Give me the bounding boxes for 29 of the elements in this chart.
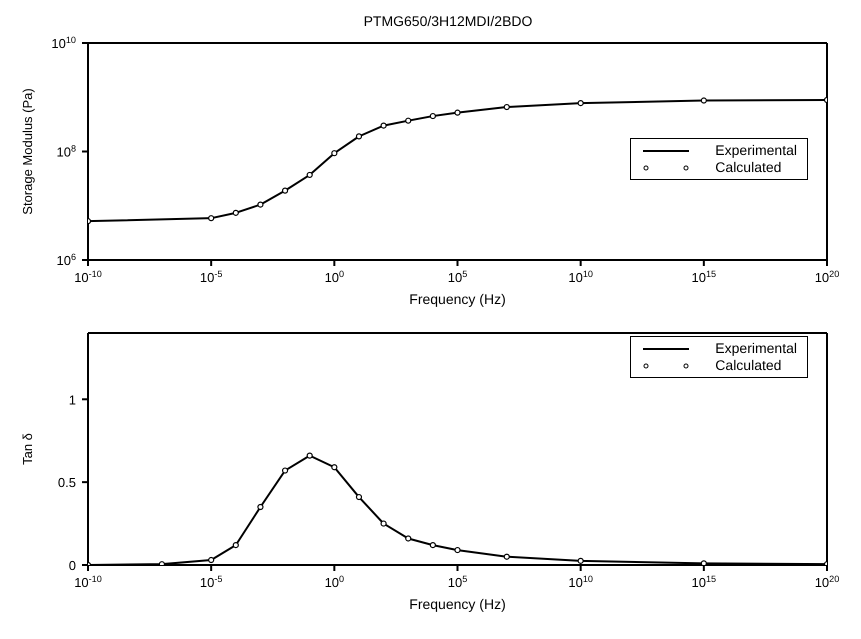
x-tick-label: 10$^{10}$	[568, 574, 593, 590]
y-tick-label: 1	[68, 392, 76, 408]
y-tick-label: 10$^{6}$	[56, 252, 76, 268]
x-tick-label: 10$^{20}$	[814, 269, 840, 285]
chart-title: PTMG650/3H12MDI/2BDO	[364, 13, 533, 29]
x-tick-label: 10$^{15}$	[692, 574, 716, 590]
legend-label: Calculated	[715, 357, 782, 374]
x-tick-label: 10$^{10}$	[568, 269, 593, 285]
x-tick-label: 10$^{-5}$	[200, 269, 222, 285]
legend-label: Calculated	[715, 159, 782, 176]
x-tick-label: 10$^{-10}$	[74, 574, 102, 590]
x-tick-label: 10$^{0}$	[324, 574, 344, 590]
y-tick-label: 0	[68, 558, 76, 573]
legend-label: Experimental	[715, 340, 797, 358]
y-tick-label: 10$^{8}$	[56, 144, 76, 160]
y-tick-label: 0.5	[58, 475, 76, 490]
x-tick-label: 10$^{5}$	[448, 269, 468, 285]
x-tick-label: 10$^{15}$	[692, 269, 716, 285]
y-tick-label: 10$^{10}$	[51, 35, 76, 51]
x-tick-label: 10$^{20}$	[814, 574, 840, 590]
x-tick-label: 10$^{-10}$	[74, 269, 102, 285]
legend-label: Experimental	[715, 142, 797, 160]
x-tick-label: 10$^{0}$	[324, 269, 344, 285]
x-tick-label: 10$^{-5}$	[200, 574, 222, 590]
y-axis-title: Storage Modulus (Pa)	[20, 88, 35, 215]
x-axis-title: Frequency (Hz)	[409, 291, 506, 307]
x-tick-label: 10$^{5}$	[448, 574, 468, 590]
x-axis-title: Frequency (Hz)	[409, 596, 506, 612]
y-axis-title: Tan δ	[20, 433, 35, 465]
